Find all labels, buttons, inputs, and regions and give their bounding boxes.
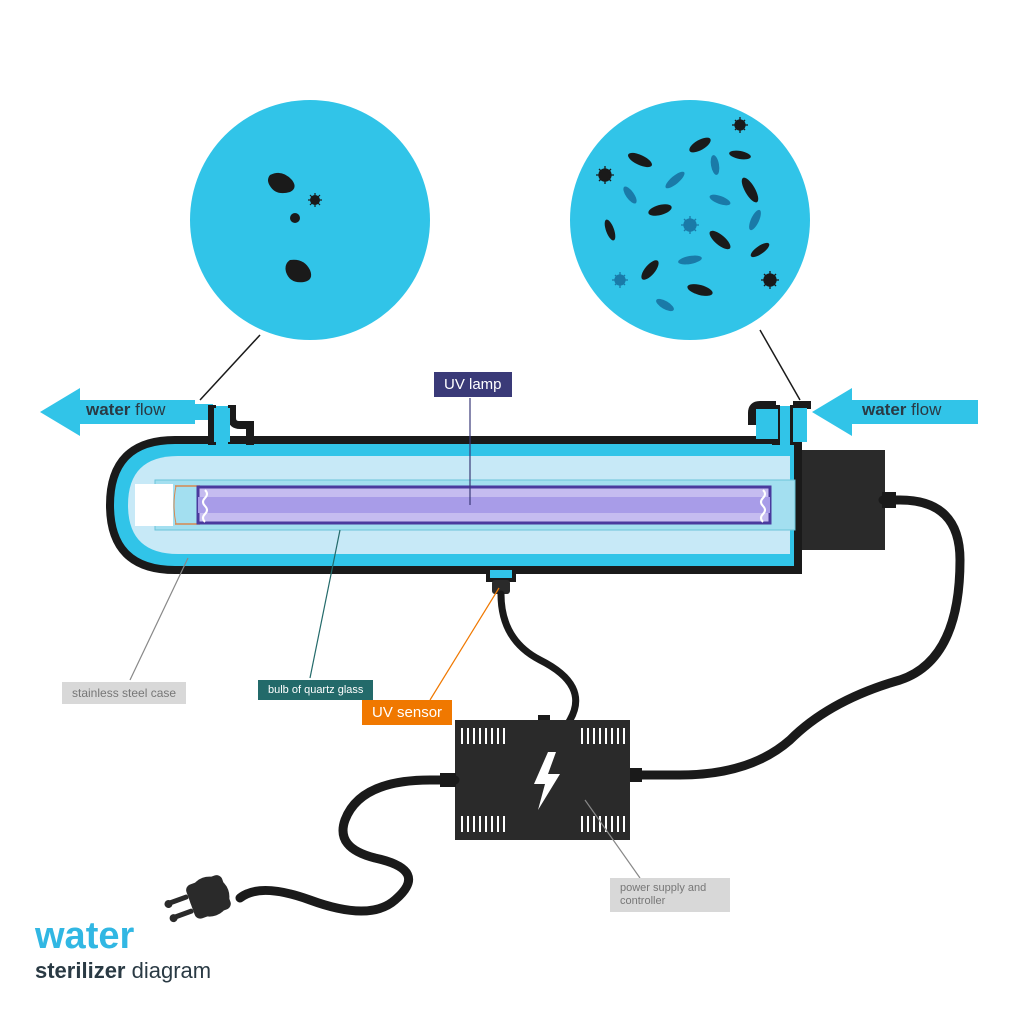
leader-uvsensor [430,588,499,700]
label-power-supply: power supply and controller [610,878,730,912]
leader-stainless [130,558,188,680]
leader-out-circle [200,335,260,400]
power-supply-box [455,720,630,840]
leader-in-circle [760,330,800,400]
label-uv-sensor: UV sensor [362,700,452,725]
water-circle-out [190,100,430,340]
label-stainless-steel: stainless steel case [62,682,186,704]
water-sterilizer-diagram [0,0,1024,1024]
label-water-flow-in: water flow [862,400,941,420]
label-water-flow-out: water flow [86,400,165,420]
cable-mains [240,780,455,911]
diagram-title: water sterilizer diagram [35,915,211,984]
label-quartz-glass: bulb of quartz glass [258,680,373,700]
microbe-spike-out [308,193,322,207]
label-uv-lamp: UV lamp [434,372,512,397]
sterilizer-chamber [110,401,885,594]
